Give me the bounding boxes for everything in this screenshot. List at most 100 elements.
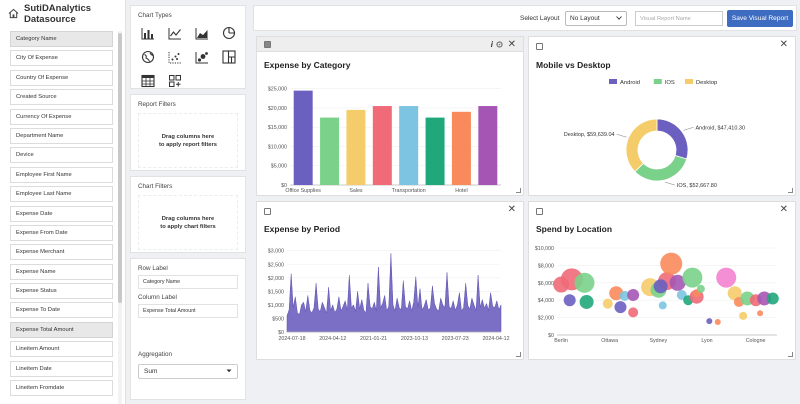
scrollbar-thumb[interactable] bbox=[118, 33, 122, 303]
field-item[interactable]: Device bbox=[10, 147, 113, 164]
close-icon[interactable]: ✕ bbox=[507, 204, 516, 215]
field-item[interactable]: Currency Of Expense bbox=[10, 108, 113, 125]
y-tick-label: $6,000 bbox=[538, 281, 554, 287]
resize-handle[interactable] bbox=[516, 188, 521, 193]
bubble bbox=[757, 310, 764, 317]
info-icon[interactable]: i bbox=[490, 40, 493, 49]
field-list-scrollbar[interactable] bbox=[118, 31, 122, 404]
field-item[interactable]: Expense Status bbox=[10, 283, 113, 300]
pie-chart-icon[interactable] bbox=[221, 25, 237, 41]
donut-slice bbox=[634, 155, 688, 182]
bubble bbox=[574, 272, 595, 293]
chart-title: Mobile vs Desktop bbox=[536, 60, 611, 70]
column-label-field[interactable]: Expense Total Amount bbox=[138, 304, 238, 318]
row-label-title: Row Label bbox=[138, 265, 168, 272]
field-item[interactable]: Lineitem Fromdate bbox=[10, 380, 113, 397]
field-item[interactable]: Country Of Expense bbox=[10, 69, 113, 86]
field-item[interactable]: Expense Merchant bbox=[10, 244, 113, 261]
bubble bbox=[757, 291, 772, 306]
resize-handle[interactable] bbox=[788, 188, 793, 193]
bubble-chart-icon[interactable] bbox=[194, 49, 210, 65]
slice-label: Android, $47,410.30 bbox=[696, 125, 746, 131]
home-icon[interactable] bbox=[8, 8, 19, 21]
bar bbox=[451, 111, 471, 185]
report-name-input[interactable]: Visual Report Name bbox=[635, 11, 723, 26]
scatter-chart-icon[interactable] bbox=[167, 49, 183, 65]
resize-handle[interactable] bbox=[516, 352, 521, 357]
chart-filters-drop-line1: Drag columns here bbox=[161, 215, 215, 222]
line-chart-icon[interactable] bbox=[167, 25, 183, 41]
y-tick-label: $2,000 bbox=[268, 276, 284, 282]
legend-label: Desktop bbox=[696, 80, 717, 86]
y-tick-label: $15,000 bbox=[268, 125, 287, 131]
datasource-header: SutiDAnalytics Datasource bbox=[0, 0, 125, 28]
aggregation-select[interactable]: Sum bbox=[138, 364, 238, 379]
field-item[interactable]: Employee Last Name bbox=[10, 186, 113, 203]
resize-handle[interactable] bbox=[788, 352, 793, 357]
field-item[interactable]: Expense Total Amount bbox=[10, 321, 113, 338]
chart-type-grid bbox=[131, 19, 245, 89]
aggregation-title: Aggregation bbox=[138, 351, 172, 358]
field-item[interactable]: Expense Date bbox=[10, 205, 113, 222]
report-filters-dropzone[interactable]: Drag columns here to apply report filters bbox=[138, 113, 238, 168]
card-checkbox[interactable] bbox=[536, 208, 543, 215]
card-checkbox[interactable] bbox=[264, 208, 271, 215]
field-item[interactable]: Lineitem Date bbox=[10, 360, 113, 377]
category-chart-card[interactable]: i ✕ Expense by Category $0 $5,000 $10,000 $… bbox=[256, 36, 524, 196]
x-tick-label: 2021-01-21 bbox=[360, 336, 387, 342]
report-filters-drop-line1: Drag columns here bbox=[161, 133, 215, 140]
y-tick-label: $5,000 bbox=[271, 164, 287, 170]
close-icon[interactable]: ✕ bbox=[779, 204, 788, 215]
field-item[interactable]: City Of Expense bbox=[10, 50, 113, 67]
bubble bbox=[716, 267, 737, 288]
field-item[interactable]: Created Source bbox=[10, 89, 113, 106]
area-chart-icon[interactable] bbox=[194, 25, 210, 41]
chart-title: Spend by Location bbox=[536, 224, 613, 234]
x-tick-label: 2023-10-13 bbox=[401, 336, 428, 342]
bubble bbox=[619, 290, 630, 301]
field-item[interactable]: Category Name bbox=[10, 31, 113, 47]
card-checkbox[interactable] bbox=[264, 41, 271, 48]
device-chart-card[interactable]: ✕ Mobile vs Desktop Android IOS Desktop And… bbox=[528, 36, 796, 196]
y-tick-label: $1,500 bbox=[268, 289, 284, 295]
y-tick-label: $10,000 bbox=[535, 246, 554, 252]
bar-chart-icon[interactable] bbox=[140, 25, 156, 41]
bar bbox=[372, 106, 392, 185]
bubble bbox=[628, 307, 639, 318]
field-item[interactable]: Lineitem Amount bbox=[10, 341, 113, 358]
datasource-title: SutiDAnalytics Datasource bbox=[24, 3, 92, 25]
y-tick-label: $2,500 bbox=[268, 262, 284, 268]
report-filters-title: Report Filters bbox=[138, 101, 176, 108]
card-checkbox[interactable] bbox=[536, 43, 543, 50]
close-icon[interactable]: ✕ bbox=[507, 39, 516, 50]
period-chart-card[interactable]: ✕ Expense by Period $0 $500 $1,000 $1,500 $2… bbox=[256, 201, 524, 360]
location-chart-card[interactable]: ✕ Spend by Location $0 $2,000 $4,000 $6,000… bbox=[528, 201, 796, 360]
toolbar: Select Layout No Layout Visual Report Na… bbox=[253, 5, 797, 31]
widget-grid-icon[interactable] bbox=[167, 73, 183, 89]
legend-label: Android bbox=[620, 80, 640, 86]
legend-swatch bbox=[653, 79, 662, 84]
field-item[interactable]: Expense Name bbox=[10, 263, 113, 280]
x-tick-label: Sydney bbox=[649, 338, 667, 344]
bubble bbox=[579, 294, 594, 309]
x-tick-label: 2024-07-18 bbox=[278, 336, 305, 342]
layout-select[interactable]: No Layout bbox=[565, 11, 627, 26]
field-item[interactable]: Expense To Date bbox=[10, 302, 113, 319]
row-label-field[interactable]: Category Name bbox=[138, 275, 238, 289]
bar bbox=[293, 90, 313, 185]
slice-label: IOS, $52,667.80 bbox=[677, 183, 717, 189]
bar-chart: $0 $5,000 $10,000 $15,000 $20,000 $25,000 Offi… bbox=[268, 87, 501, 194]
y-tick-label: $25,000 bbox=[268, 87, 287, 93]
save-visual-report-button[interactable]: Save Visual Report bbox=[727, 10, 793, 27]
chart-filters-dropzone[interactable]: Drag columns here to apply chart filters bbox=[138, 195, 238, 250]
gear-icon[interactable] bbox=[496, 41, 503, 50]
legend-swatch bbox=[609, 79, 617, 84]
y-tick-label: $20,000 bbox=[268, 106, 287, 112]
field-item[interactable]: Employee First Name bbox=[10, 166, 113, 183]
table-icon[interactable] bbox=[140, 73, 156, 89]
treemap-icon[interactable] bbox=[221, 49, 237, 65]
field-item[interactable]: Department Name bbox=[10, 127, 113, 144]
close-icon[interactable]: ✕ bbox=[779, 39, 788, 50]
field-item[interactable]: Expense From Date bbox=[10, 224, 113, 241]
globe-map-icon[interactable] bbox=[140, 49, 156, 65]
